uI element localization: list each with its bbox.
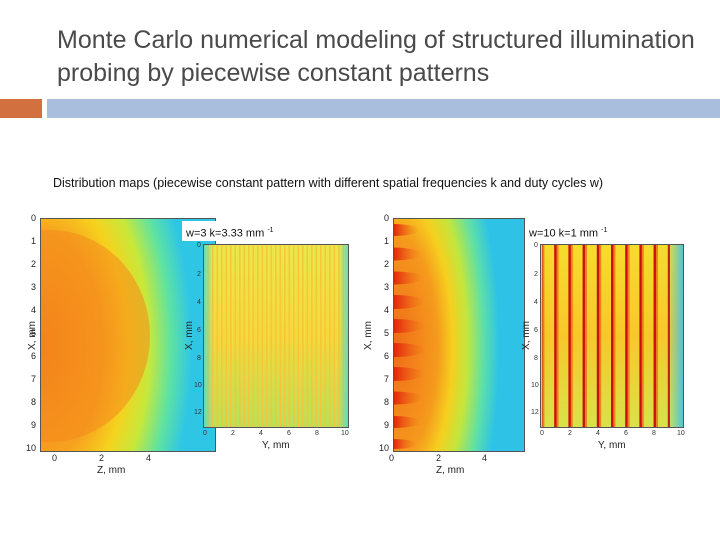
panel2-small-ylabel: X, mm xyxy=(520,321,532,350)
panel1-surface-map xyxy=(203,244,349,428)
panel2-big-xlabel: Z, mm xyxy=(436,465,465,476)
panel1-depth-map xyxy=(40,218,216,452)
slide-title: Monte Carlo numerical modeling of struct… xyxy=(57,26,695,87)
panel2-surface-map xyxy=(540,244,684,428)
panel1-big-ylabel: X, mm xyxy=(26,321,38,350)
slide-subtitle: Distribution maps (piecewise constant pa… xyxy=(53,176,604,190)
accent-bar-orange xyxy=(0,99,42,118)
panel1-big-xlabel: Z, mm xyxy=(97,465,126,476)
panel2-big-ylabel: X, mm xyxy=(362,321,374,350)
panel2-depth-map xyxy=(393,218,525,452)
panel1-caption: w=3 k=3.33 mm -1 xyxy=(182,221,278,241)
panel2-small-xlabel: Y, mm xyxy=(598,440,626,451)
panel1-small-ylabel: X, mm xyxy=(183,321,195,350)
panel1-small-xlabel: Y, mm xyxy=(262,440,290,451)
accent-bar-blue xyxy=(47,99,720,118)
panel2-caption: w=10 k=1 mm -1 xyxy=(525,221,612,241)
